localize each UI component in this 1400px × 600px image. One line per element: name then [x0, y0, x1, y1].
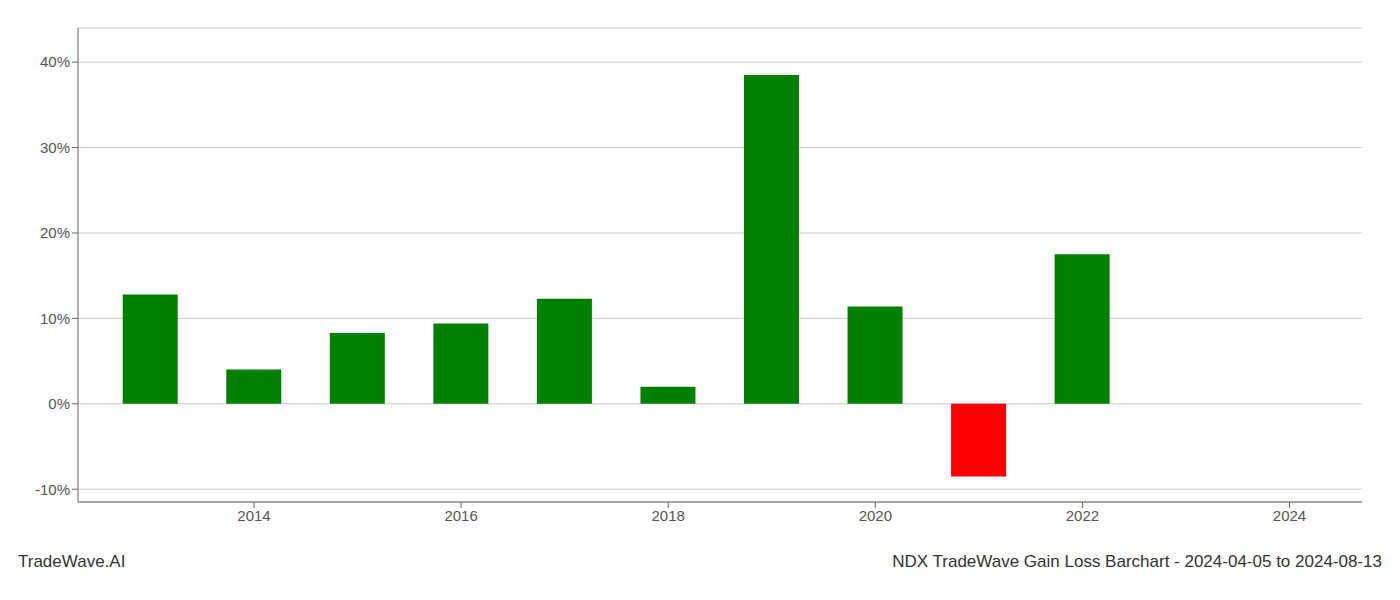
svg-text:2020: 2020: [859, 507, 892, 524]
html-text:NDX TradeWave Gain Loss Barcha: NDX TradeWave Gain Loss Barchart - 2024-…: [892, 552, 1382, 571]
svg-text:2018: 2018: [652, 507, 685, 524]
svg-text:40%: 40%: [40, 53, 70, 70]
svg-text:-10%: -10%: [35, 481, 70, 498]
html-text:TradeWave.AI: TradeWave.AI: [18, 552, 126, 571]
svg-text:10%: 10%: [40, 310, 70, 327]
svg-text:0%: 0%: [48, 395, 70, 412]
svg-text:2014: 2014: [237, 507, 270, 524]
svg-text:30%: 30%: [40, 139, 70, 156]
svg-text:2016: 2016: [444, 507, 477, 524]
svg-text:2022: 2022: [1066, 507, 1099, 524]
svg-text:2024: 2024: [1273, 507, 1306, 524]
svg-text:20%: 20%: [40, 224, 70, 241]
